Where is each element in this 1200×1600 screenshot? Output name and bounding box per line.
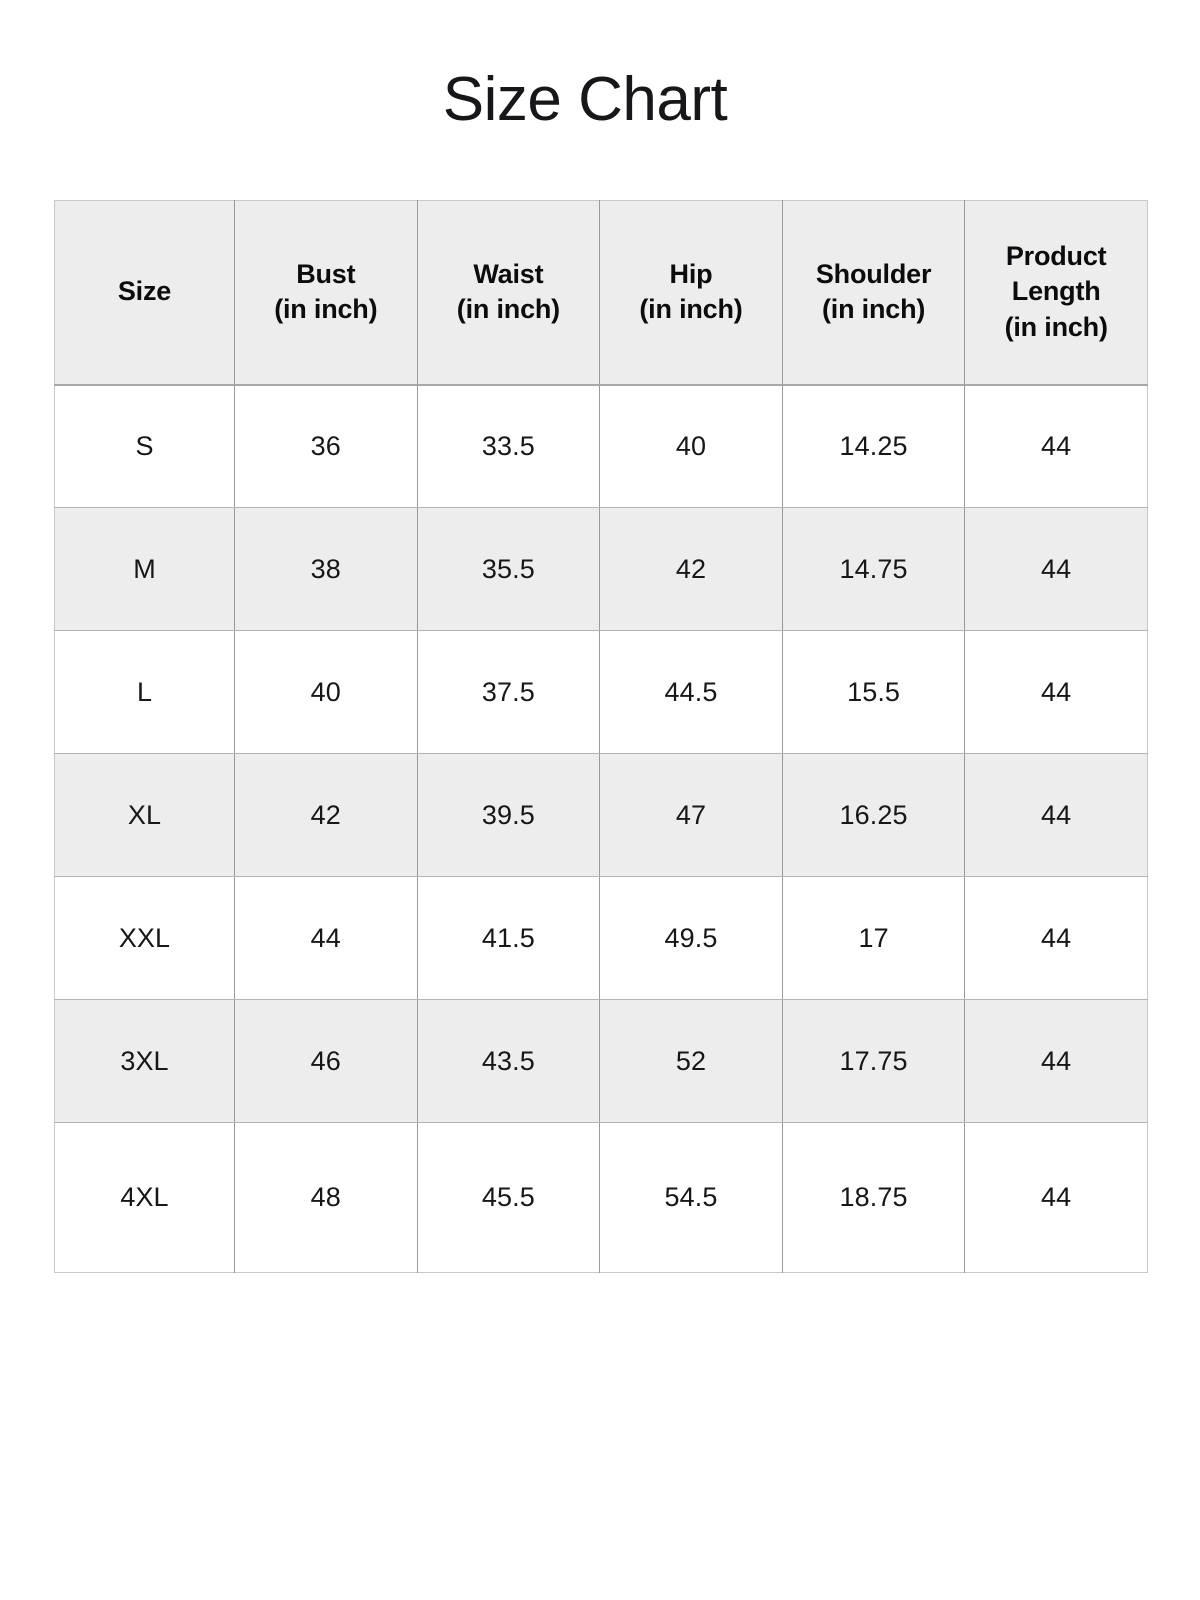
cell-size: M (54, 507, 235, 631)
cell-product-length: 44 (964, 630, 1148, 754)
cell-waist: 45.5 (417, 1122, 601, 1273)
cell-shoulder: 14.75 (782, 507, 966, 631)
cell-bust: 46 (234, 999, 418, 1123)
cell-hip: 54.5 (599, 1122, 783, 1273)
cell-waist: 33.5 (417, 384, 601, 508)
column-header-bust: Bust (in inch) (234, 200, 418, 386)
cell-bust: 40 (234, 630, 418, 754)
cell-shoulder: 15.5 (782, 630, 966, 754)
column-header-bust-unit: (in inch) (274, 294, 378, 325)
column-header-hip-label: Hip (669, 258, 713, 289)
cell-waist: 43.5 (417, 999, 601, 1123)
size-chart-table-container: Size Bust (in inch) Waist (in inch) Hip … (54, 200, 1148, 1273)
table-row: XXL 44 41.5 49.5 17 44 (54, 876, 1148, 1000)
column-header-waist: Waist (in inch) (417, 200, 601, 386)
cell-shoulder: 18.75 (782, 1122, 966, 1273)
cell-product-length: 44 (964, 876, 1148, 1000)
column-header-product-length: Product Length (in inch) (964, 200, 1148, 386)
cell-waist: 37.5 (417, 630, 601, 754)
column-header-bust-label: Bust (296, 258, 356, 289)
cell-bust: 44 (234, 876, 418, 1000)
cell-size: 3XL (54, 999, 235, 1123)
cell-size: XL (54, 753, 235, 877)
page-title: Size Chart (442, 65, 728, 134)
column-header-product-length-label: Product Length (1005, 240, 1107, 307)
cell-size: 4XL (54, 1122, 235, 1273)
column-header-size: Size (54, 200, 235, 386)
cell-hip: 42 (599, 507, 783, 631)
cell-waist: 35.5 (417, 507, 601, 631)
cell-shoulder: 17 (782, 876, 966, 1000)
cell-hip: 44.5 (599, 630, 783, 754)
column-header-shoulder: Shoulder (in inch) (782, 200, 966, 386)
column-header-waist-label: Waist (473, 258, 544, 289)
size-chart-table: Size Bust (in inch) Waist (in inch) Hip … (54, 200, 1148, 1273)
table-header: Size Bust (in inch) Waist (in inch) Hip … (54, 200, 1148, 386)
table-header-row: Size Bust (in inch) Waist (in inch) Hip … (54, 200, 1148, 386)
cell-product-length: 44 (964, 999, 1148, 1123)
table-row: L 40 37.5 44.5 15.5 44 (54, 630, 1148, 754)
table-row: 3XL 46 43.5 52 17.75 44 (54, 999, 1148, 1123)
column-header-product-length-unit: (in inch) (1004, 312, 1108, 343)
cell-hip: 49.5 (599, 876, 783, 1000)
table-row: S 36 33.5 40 14.25 44 (54, 384, 1148, 508)
cell-waist: 39.5 (417, 753, 601, 877)
column-header-size-label: Size (117, 276, 172, 307)
cell-bust: 48 (234, 1122, 418, 1273)
column-header-shoulder-label: Shoulder (815, 258, 932, 289)
cell-bust: 38 (234, 507, 418, 631)
column-header-hip-unit: (in inch) (639, 294, 743, 325)
table-row: XL 42 39.5 47 16.25 44 (54, 753, 1148, 877)
column-header-hip: Hip (in inch) (599, 200, 783, 386)
cell-shoulder: 14.25 (782, 384, 966, 508)
cell-waist: 41.5 (417, 876, 601, 1000)
cell-shoulder: 16.25 (782, 753, 966, 877)
column-header-shoulder-unit: (in inch) (821, 294, 926, 325)
cell-size: XXL (54, 876, 235, 1000)
cell-hip: 40 (599, 384, 783, 508)
table-row: M 38 35.5 42 14.75 44 (54, 507, 1148, 631)
cell-bust: 42 (234, 753, 418, 877)
table-row: 4XL 48 45.5 54.5 18.75 44 (54, 1122, 1148, 1273)
cell-hip: 52 (599, 999, 783, 1123)
cell-hip: 47 (599, 753, 783, 877)
cell-size: L (54, 630, 235, 754)
cell-product-length: 44 (964, 384, 1148, 508)
cell-size: S (54, 384, 235, 508)
cell-product-length: 44 (964, 1122, 1148, 1273)
column-header-waist-unit: (in inch) (456, 294, 560, 325)
cell-shoulder: 17.75 (782, 999, 966, 1123)
cell-product-length: 44 (964, 753, 1148, 877)
cell-product-length: 44 (964, 507, 1148, 631)
cell-bust: 36 (234, 384, 418, 508)
table-body: S 36 33.5 40 14.25 44 M 38 35.5 42 14.75… (54, 384, 1148, 1273)
